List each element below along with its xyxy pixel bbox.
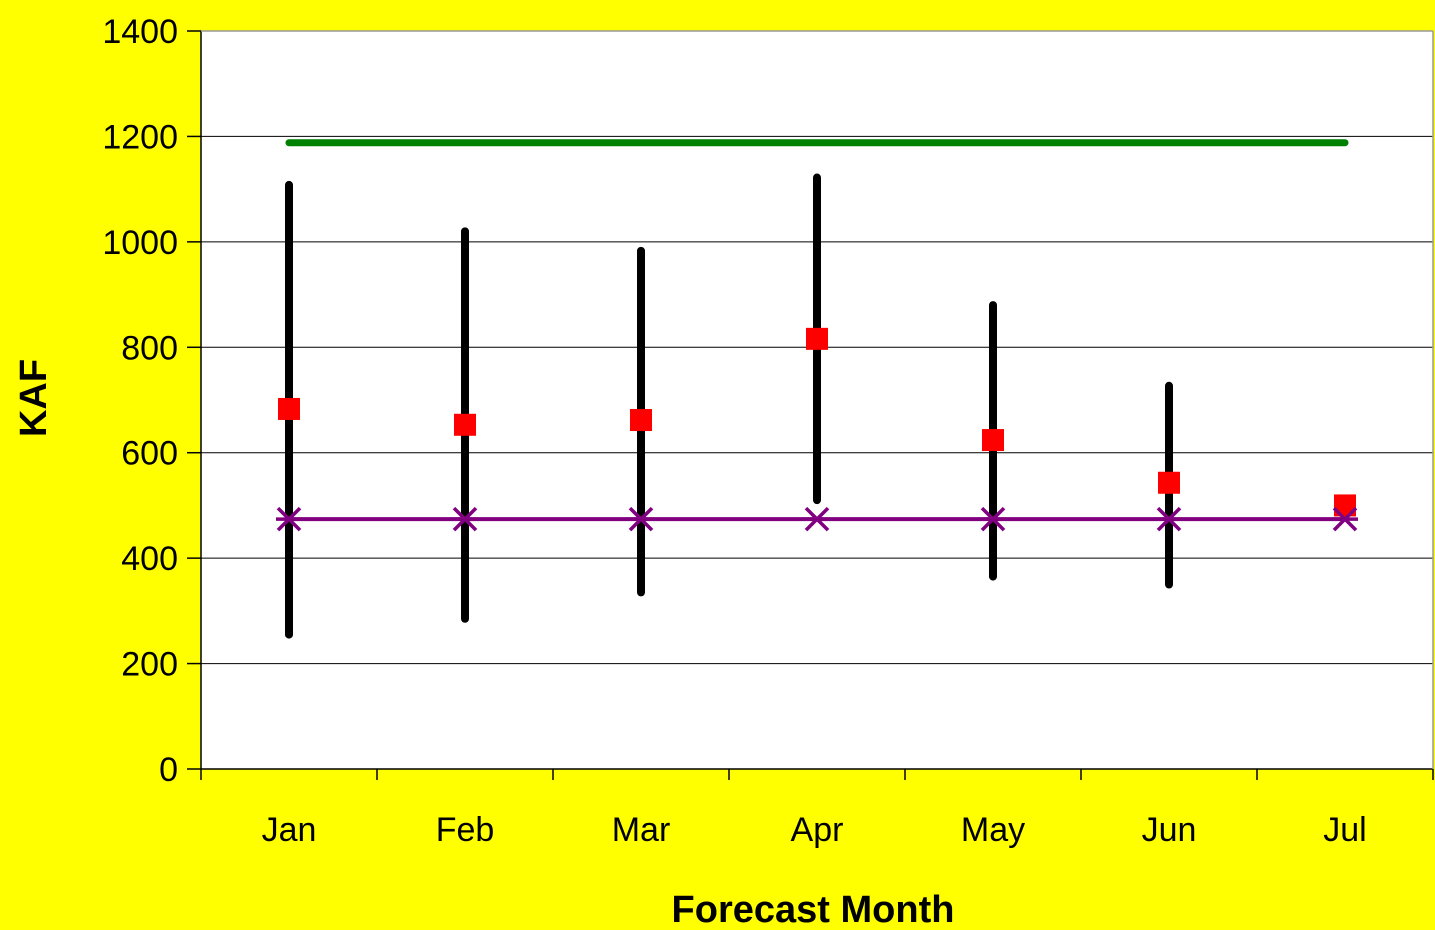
asterisk-marker <box>804 506 830 532</box>
asterisk-marker <box>980 506 1006 532</box>
asterisk-stroke <box>452 506 478 532</box>
y-tick-label: 1200 <box>102 118 178 156</box>
y-tick-label: 600 <box>121 435 178 473</box>
asterisk-stroke <box>276 506 302 532</box>
asterisk-stroke <box>628 506 654 532</box>
y-tick-label: 0 <box>159 751 178 789</box>
asterisk-stroke <box>980 506 1006 532</box>
square-marker <box>1334 494 1356 517</box>
x-tick-label: Jun <box>1142 811 1197 849</box>
asterisk-marker <box>1156 506 1182 532</box>
asterisk-marker <box>1332 506 1358 532</box>
axes <box>187 30 1434 780</box>
square-marker <box>1158 471 1180 494</box>
y-tick-label: 1400 <box>102 13 178 51</box>
asterisk-marker <box>452 506 478 532</box>
square-marker <box>982 429 1004 452</box>
y-tick-label: 800 <box>121 329 178 367</box>
x-tick-labels: Jan Feb Mar Apr May Jun Jul <box>262 811 1367 849</box>
asterisk-marker <box>628 506 654 532</box>
square-marker <box>806 327 828 350</box>
asterisk-stroke <box>1156 506 1182 532</box>
x-axis-title: Forecast Month <box>672 889 955 930</box>
x-tick-label: Mar <box>612 811 671 849</box>
y-tick-label: 400 <box>121 540 178 578</box>
y-tick-label: 1000 <box>102 224 178 262</box>
x-tick-label: Jul <box>1323 811 1366 849</box>
square-marker <box>630 409 652 432</box>
asterisk-stroke <box>1332 506 1358 532</box>
square-marker <box>454 413 476 436</box>
y-tick-labels: 0 200 400 600 800 1000 1200 1400 <box>102 13 178 789</box>
asterisk-stroke <box>804 506 830 532</box>
x-tick-label: May <box>961 811 1025 849</box>
y-tick-label: 200 <box>121 646 178 684</box>
x-tick-label: Jan <box>262 811 317 849</box>
x-tick-label: Apr <box>791 811 844 849</box>
square-marker <box>278 397 300 420</box>
x-tick-label: Feb <box>436 811 495 849</box>
y-axis-title: KAF <box>13 359 55 437</box>
series-markers <box>276 327 1358 532</box>
asterisk-marker <box>276 506 302 532</box>
